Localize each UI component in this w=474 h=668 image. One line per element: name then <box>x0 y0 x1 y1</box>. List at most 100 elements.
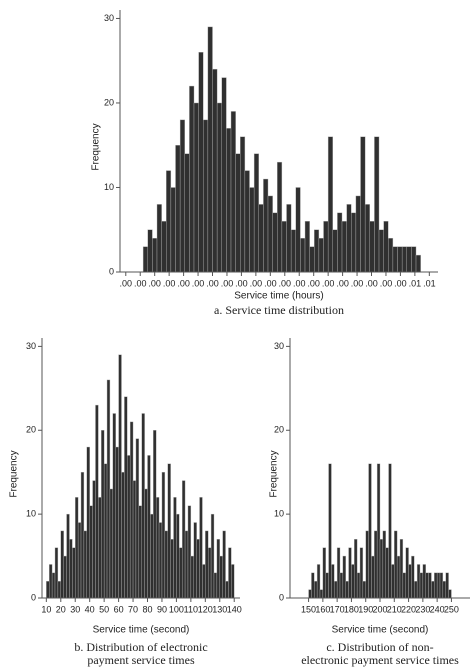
bar <box>382 530 386 599</box>
bar <box>112 413 116 599</box>
bar <box>63 555 67 599</box>
bar <box>115 446 119 599</box>
y-axis-label: Frequency <box>269 450 280 497</box>
bar <box>405 547 409 599</box>
bar <box>83 530 88 599</box>
bar <box>355 195 361 273</box>
bar <box>425 572 429 599</box>
bar <box>448 589 452 599</box>
x-tick-label: .00 <box>351 278 364 288</box>
y-tick-label: 10 <box>274 509 284 519</box>
x-tick-label: .01 <box>409 278 422 288</box>
bar <box>118 354 122 599</box>
bar <box>392 246 398 273</box>
bar <box>434 572 438 599</box>
bar <box>323 221 329 273</box>
bar <box>354 539 358 599</box>
bar <box>411 555 415 599</box>
y-tick-label: 20 <box>104 97 114 107</box>
x-tick-label: .00 <box>264 278 277 288</box>
bar <box>173 497 177 599</box>
bar <box>304 221 310 273</box>
bar <box>332 229 338 273</box>
bar <box>402 572 406 599</box>
bar <box>193 102 199 273</box>
bar <box>378 229 384 273</box>
bar <box>411 246 417 273</box>
bar <box>124 396 128 599</box>
bar <box>170 539 174 599</box>
bar <box>406 246 412 273</box>
bar <box>414 581 418 599</box>
bar <box>77 522 82 599</box>
x-tick-label: 210 <box>387 604 402 614</box>
bar <box>95 404 99 599</box>
bar <box>327 136 333 273</box>
caption: electronic payment service times <box>301 653 459 667</box>
x-tick-label: .00 <box>293 278 306 288</box>
bar <box>391 564 395 599</box>
x-tick-label: 150 <box>301 604 316 614</box>
bar <box>190 555 194 599</box>
bar <box>249 187 255 273</box>
x-tick-label: .00 <box>322 278 335 288</box>
bar <box>221 77 227 273</box>
bar <box>230 111 236 273</box>
y-tick-label: 0 <box>109 266 114 276</box>
bar <box>127 455 131 599</box>
bar <box>314 229 320 273</box>
bar <box>66 513 70 599</box>
bar <box>258 204 264 273</box>
bar <box>416 564 421 599</box>
bar <box>228 547 232 599</box>
bar <box>179 547 183 599</box>
bar <box>368 463 372 599</box>
x-tick-label: .00 <box>120 278 133 288</box>
y-axis-label: Frequency <box>9 450 20 497</box>
bar <box>226 128 232 273</box>
x-tick-label: 80 <box>142 604 152 614</box>
bar <box>135 438 140 599</box>
x-tick-label: 100 <box>169 604 184 614</box>
x-tick-label: .00 <box>250 278 263 288</box>
bar <box>150 513 154 599</box>
bar <box>129 421 134 599</box>
bar <box>408 564 412 599</box>
bar <box>175 145 181 273</box>
x-tick-label: 200 <box>372 604 387 614</box>
x-axis-label: Service time (second) <box>332 625 429 636</box>
y-axis-label: Frequency <box>91 123 102 170</box>
x-tick-label: 130 <box>212 604 227 614</box>
bar <box>394 530 398 599</box>
bar <box>54 547 59 599</box>
bar <box>193 522 197 599</box>
x-tick-label: 40 <box>85 604 95 614</box>
bar <box>225 581 229 599</box>
bar <box>106 379 111 599</box>
x-tick-label: 250 <box>444 604 459 614</box>
bar <box>342 555 346 599</box>
bar <box>121 471 125 599</box>
bar <box>231 564 235 599</box>
bar <box>216 102 222 273</box>
bar <box>322 547 326 599</box>
bar <box>158 522 163 599</box>
x-tick-label: .00 <box>365 278 378 288</box>
bar <box>92 480 96 599</box>
bar <box>196 539 200 599</box>
x-tick-label: 20 <box>56 604 66 614</box>
bar <box>164 530 168 599</box>
bar <box>189 85 195 273</box>
bar <box>337 212 343 273</box>
bar <box>176 513 180 599</box>
bar <box>144 488 148 599</box>
bar <box>345 581 349 599</box>
bar <box>308 589 312 599</box>
bar <box>309 246 315 273</box>
bar <box>187 505 192 599</box>
bar <box>295 187 301 273</box>
bar <box>132 480 137 599</box>
y-tick-label: 20 <box>26 425 36 435</box>
bar <box>170 187 176 273</box>
